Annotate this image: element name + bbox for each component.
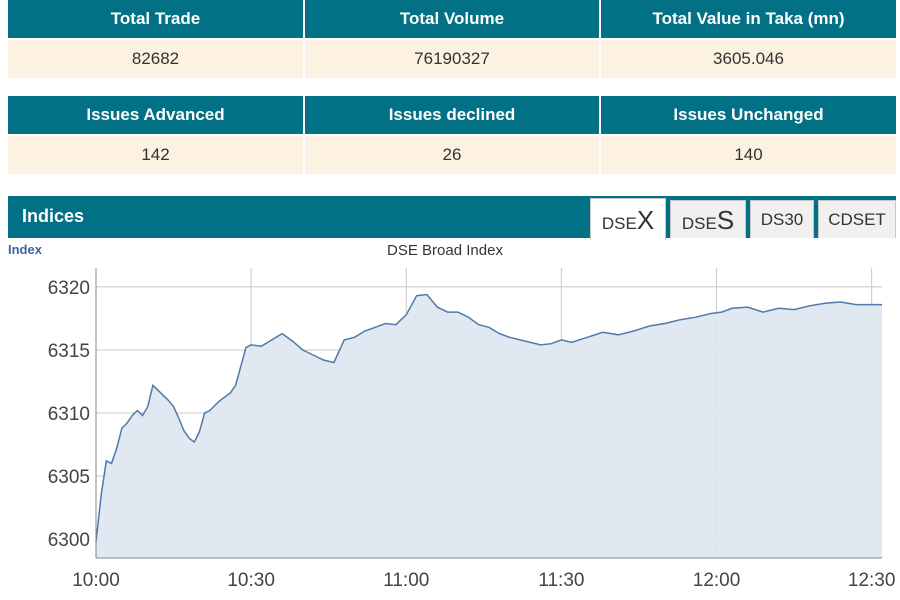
tab-dses[interactable]: DSES <box>670 200 746 238</box>
market-summary-table: Total Trade Total Volume Total Value in … <box>8 0 896 78</box>
value-issues-declined: 26 <box>304 134 601 174</box>
tab-dsex[interactable]: DSEX <box>590 198 666 240</box>
issues-summary-header-row: Issues Advanced Issues declined Issues U… <box>8 96 896 135</box>
x-tick-label: 12:00 <box>693 570 741 591</box>
x-tick-label: 12:30 <box>848 570 896 591</box>
header-issues-declined: Issues declined <box>304 96 601 135</box>
index-area-fill <box>96 294 882 558</box>
market-summary-header-row: Total Trade Total Volume Total Value in … <box>8 0 896 39</box>
y-tick-label: 6320 <box>48 278 90 299</box>
chart-title: DSE Broad Index <box>387 242 503 259</box>
chart-tick-labels: 6300 6305 6310 6315 6320 10:00 10:30 11:00 11:30… <box>48 278 896 591</box>
y-tick-label: 6300 <box>48 530 90 551</box>
dse-broad-index-chart: 6300 6305 6310 6315 6320 10:00 10:30 11:00 11:30… <box>8 242 896 591</box>
tab-ds30-label: DS30 <box>760 210 804 229</box>
tab-dsex-prefix: DSE <box>601 214 637 233</box>
tab-dsex-suffix: X <box>636 205 655 235</box>
tab-ds30[interactable]: DS30 <box>750 200 814 238</box>
x-tick-label: 11:30 <box>538 570 584 591</box>
x-tick-label: 11:00 <box>383 570 429 591</box>
value-total-trade: 82682 <box>8 38 305 78</box>
market-summary-value-row: 82682 76190327 3605.046 <box>8 38 896 78</box>
y-tick-label: 6305 <box>48 467 90 488</box>
x-tick-label: 10:00 <box>72 570 120 591</box>
index-line <box>95 293 882 542</box>
tab-dses-prefix: DSE <box>681 214 717 233</box>
value-total-value: 3605.046 <box>600 38 896 78</box>
x-tick-label: 10:30 <box>227 570 275 591</box>
header-issues-unchanged: Issues Unchanged <box>600 96 896 135</box>
header-total-value: Total Value in Taka (mn) <box>600 0 896 39</box>
tab-cdset-label: CDSET <box>828 210 886 229</box>
issues-summary-value-row: 142 26 140 <box>8 134 896 174</box>
header-total-volume: Total Volume <box>304 0 601 39</box>
indices-header-bar: Indices <box>8 196 896 238</box>
header-total-trade: Total Trade <box>8 0 305 39</box>
value-issues-advanced: 142 <box>8 134 305 174</box>
tab-dses-suffix: S <box>716 205 735 235</box>
value-total-volume: 76190327 <box>304 38 601 78</box>
y-tick-label: 6315 <box>48 341 90 362</box>
y-axis-label: Index <box>8 242 43 257</box>
y-tick-label: 6310 <box>48 404 90 425</box>
indices-title: Indices <box>22 206 85 226</box>
issues-summary-table: Issues Advanced Issues declined Issues U… <box>8 96 896 174</box>
header-issues-advanced: Issues Advanced <box>8 96 305 135</box>
tab-cdset[interactable]: CDSET <box>818 200 896 238</box>
value-issues-unchanged: 140 <box>600 134 896 174</box>
